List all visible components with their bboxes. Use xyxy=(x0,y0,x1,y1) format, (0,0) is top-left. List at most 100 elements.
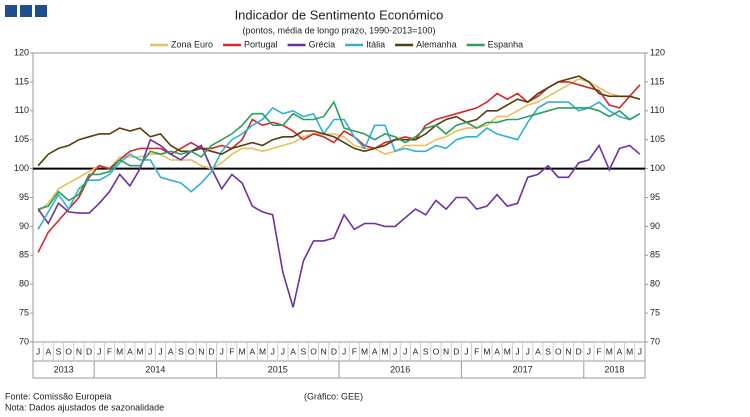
series-line xyxy=(37,75,641,167)
legend-label: Espanha xyxy=(488,39,524,49)
y-tick-label: 70 xyxy=(19,336,29,346)
x-tick-label: A xyxy=(168,346,174,356)
x-tick-label: A xyxy=(45,346,51,356)
series-line xyxy=(37,81,641,253)
x-tick-label: J xyxy=(271,346,275,356)
x-tick-label: A xyxy=(494,346,500,356)
x-tick-label: J xyxy=(638,346,642,356)
x-tick-label: D xyxy=(453,346,459,356)
y2-tick-label: 80 xyxy=(650,279,660,289)
x-tick-label: O xyxy=(188,346,195,356)
x-tick-label: F xyxy=(107,346,112,356)
y2-tick-label: 100 xyxy=(650,163,665,173)
series-line xyxy=(37,78,641,213)
x-tick-label: S xyxy=(178,346,184,356)
year-label: 2015 xyxy=(268,364,288,374)
series-line xyxy=(37,100,641,210)
y-tick-label: 100 xyxy=(14,163,29,173)
x-tick-label: N xyxy=(76,346,82,356)
y-tick-label: 95 xyxy=(19,192,29,202)
year-label: 2016 xyxy=(390,364,410,374)
x-tick-label: A xyxy=(535,346,541,356)
y2-tick-label: 75 xyxy=(650,307,660,317)
year-label: 2018 xyxy=(604,364,624,374)
x-tick-label: O xyxy=(310,346,317,356)
y-tick-label: 80 xyxy=(19,279,29,289)
y2-tick-label: 120 xyxy=(650,47,665,57)
y-tick-label: 115 xyxy=(15,76,29,86)
x-tick-label: S xyxy=(56,346,62,356)
y-tick-label: 90 xyxy=(19,221,29,231)
x-tick-label: J xyxy=(97,346,101,356)
x-tick-label: O xyxy=(433,346,440,356)
x-tick-label: M xyxy=(116,346,123,356)
x-tick-label: F xyxy=(352,346,357,356)
chart-subtitle: (pontos, média de longo prazo, 1990-2013… xyxy=(243,25,436,35)
series-line xyxy=(37,138,641,308)
x-tick-label: J xyxy=(36,346,40,356)
x-tick-label: J xyxy=(464,346,468,356)
x-tick-label: N xyxy=(321,346,327,356)
x-tick-label: F xyxy=(596,346,601,356)
y-tick-label: 75 xyxy=(19,307,29,317)
x-tick-label: A xyxy=(127,346,133,356)
x-tick-label: S xyxy=(423,346,429,356)
year-label: 2014 xyxy=(145,364,165,374)
x-tick-label: J xyxy=(526,346,530,356)
x-tick-label: O xyxy=(555,346,562,356)
x-tick-label: M xyxy=(239,346,246,356)
y2-tick-label: 105 xyxy=(650,134,665,144)
y2-tick-label: 110 xyxy=(650,105,664,115)
y2-tick-label: 70 xyxy=(650,336,660,346)
plot-frame xyxy=(32,52,646,343)
legend-label: Grécia xyxy=(309,39,336,49)
legend-label: Alemanha xyxy=(416,39,457,49)
x-tick-label: J xyxy=(587,346,591,356)
x-tick-label: J xyxy=(281,346,285,356)
x-tick-label: J xyxy=(403,346,407,356)
legend-label: Itália xyxy=(366,39,385,49)
x-tick-label: M xyxy=(483,346,490,356)
y-tick-label: 120 xyxy=(14,47,29,57)
logo-square xyxy=(20,5,32,17)
x-tick-label: J xyxy=(148,346,152,356)
x-tick-label: A xyxy=(617,346,623,356)
x-tick-label: D xyxy=(208,346,214,356)
x-tick-label: J xyxy=(342,346,346,356)
y-tick-label: 85 xyxy=(19,250,29,260)
x-tick-label: M xyxy=(626,346,633,356)
y2-tick-label: 85 xyxy=(650,250,660,260)
x-tick-label: S xyxy=(545,346,551,356)
x-tick-label: M xyxy=(504,346,511,356)
note: Nota: Dados ajustados de sazonalidade xyxy=(5,402,164,412)
x-tick-label: M xyxy=(259,346,266,356)
x-tick-label: D xyxy=(331,346,337,356)
x-tick-label: M xyxy=(381,346,388,356)
chart-title: Indicador de Sentimento Económico xyxy=(235,7,444,22)
x-tick-label: O xyxy=(65,346,72,356)
y2-tick-label: 115 xyxy=(650,76,664,86)
y-tick-label: 105 xyxy=(14,134,29,144)
series-line xyxy=(37,101,641,230)
logo-square xyxy=(5,5,17,17)
y2-tick-label: 95 xyxy=(650,192,660,202)
legend-label: Portugal xyxy=(244,39,278,49)
x-tick-label: J xyxy=(158,346,162,356)
x-tick-label: F xyxy=(229,346,234,356)
credit: (Gráfico: GEE) xyxy=(304,391,363,401)
y-tick-label: 110 xyxy=(15,105,29,115)
x-tick-label: M xyxy=(606,346,613,356)
x-tick-label: N xyxy=(198,346,204,356)
x-tick-label: S xyxy=(300,346,306,356)
x-tick-label: A xyxy=(249,346,255,356)
x-tick-label: J xyxy=(515,346,519,356)
year-label: 2017 xyxy=(513,364,533,374)
logo-square xyxy=(35,5,47,17)
x-tick-label: D xyxy=(86,346,92,356)
x-tick-label: J xyxy=(393,346,397,356)
x-tick-label: N xyxy=(565,346,571,356)
x-tick-label: A xyxy=(413,346,419,356)
x-tick-label: J xyxy=(220,346,224,356)
x-tick-label: D xyxy=(576,346,582,356)
x-tick-label: M xyxy=(361,346,368,356)
